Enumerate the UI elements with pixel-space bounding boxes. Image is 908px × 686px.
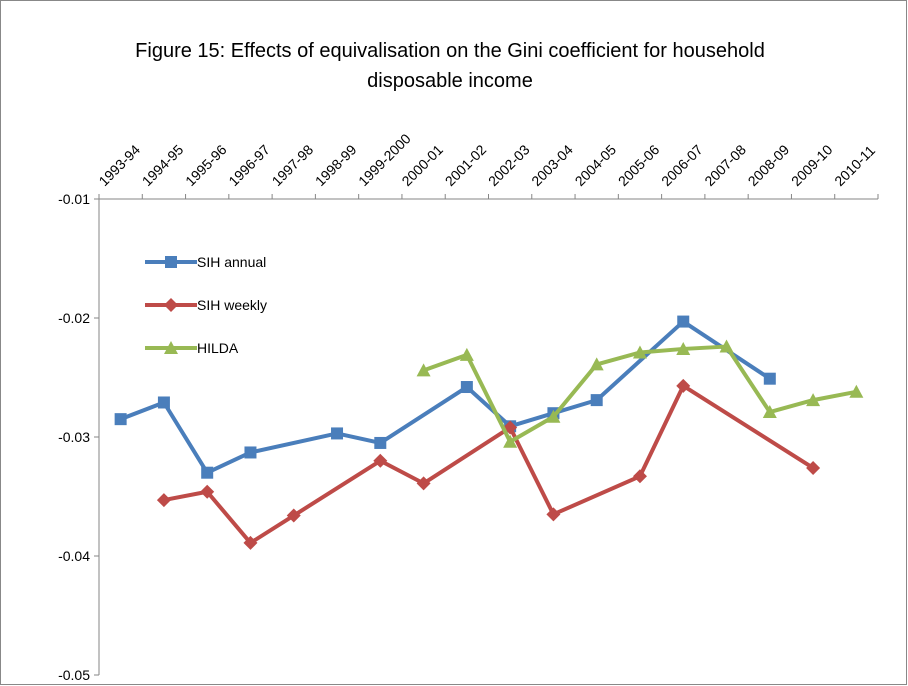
legend-marker <box>164 298 178 312</box>
legend-marker <box>164 341 178 354</box>
y-tick-label: -0.05 <box>58 667 90 683</box>
data-point <box>416 476 431 491</box>
data-point <box>632 345 647 359</box>
data-point <box>244 446 257 459</box>
data-point <box>243 535 258 550</box>
data-point <box>374 436 387 449</box>
data-point <box>676 378 691 393</box>
data-point <box>762 405 777 419</box>
data-point <box>416 363 431 377</box>
data-point <box>503 434 518 448</box>
data-point <box>546 409 561 423</box>
data-point <box>719 339 734 353</box>
data-point <box>589 357 604 371</box>
data-point <box>546 507 561 522</box>
data-point <box>459 347 474 361</box>
data-point <box>677 315 690 328</box>
title-box: Figure 15: Effects of equivalisation on … <box>135 40 765 92</box>
data-point <box>590 394 603 407</box>
legend-label: SIH weekly <box>197 297 267 313</box>
chart-title: Figure 15: Effects of equivalisation on … <box>135 40 765 92</box>
data-point <box>849 384 864 398</box>
data-point <box>373 453 388 468</box>
data-point <box>632 469 647 484</box>
legend-label: HILDA <box>197 340 239 356</box>
y-tick-label: -0.04 <box>58 548 90 564</box>
data-point <box>286 508 301 523</box>
legend-marker <box>165 256 177 268</box>
data-point <box>200 484 215 499</box>
data-point <box>676 341 691 355</box>
data-point <box>806 393 821 407</box>
data-point <box>157 396 170 409</box>
data-point <box>763 372 776 385</box>
y-tick-label: -0.03 <box>58 429 90 445</box>
data-point <box>114 413 127 426</box>
data-point <box>201 466 214 479</box>
data-point <box>331 427 344 440</box>
y-tick-label: -0.01 <box>58 191 90 207</box>
y-tick-label: -0.02 <box>58 310 90 326</box>
data-point <box>806 460 821 475</box>
data-point <box>156 493 171 508</box>
series-line <box>119 319 771 475</box>
data-point <box>460 381 473 394</box>
legend-label: SIH annual <box>197 254 266 270</box>
